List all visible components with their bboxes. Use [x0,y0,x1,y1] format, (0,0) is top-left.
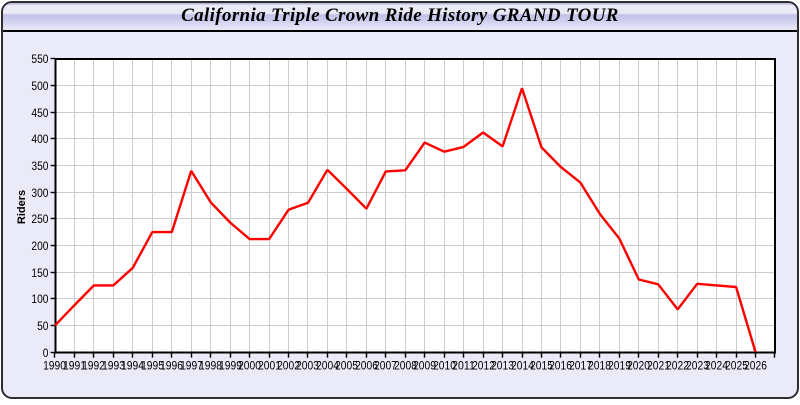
svg-text:2001: 2001 [258,359,281,373]
svg-text:2005: 2005 [335,359,358,373]
svg-text:1995: 1995 [141,359,164,373]
svg-text:1990: 1990 [43,359,66,373]
svg-text:2012: 2012 [472,359,495,373]
svg-text:2016: 2016 [549,359,572,373]
svg-text:1996: 1996 [160,359,183,373]
svg-text:2008: 2008 [394,359,417,373]
svg-text:0: 0 [43,346,49,360]
svg-text:350: 350 [31,159,48,173]
svg-text:2000: 2000 [238,359,261,373]
svg-text:Riders: Riders [16,190,28,224]
svg-text:2003: 2003 [296,359,319,373]
svg-text:2023: 2023 [686,359,709,373]
svg-text:2006: 2006 [355,359,378,373]
svg-text:2013: 2013 [491,359,514,373]
svg-text:400: 400 [31,132,48,146]
svg-text:2002: 2002 [277,359,300,373]
svg-text:100: 100 [31,292,48,306]
svg-text:2011: 2011 [452,359,475,373]
svg-text:2014: 2014 [511,359,534,373]
svg-text:2024: 2024 [705,359,728,373]
svg-text:2009: 2009 [413,359,436,373]
svg-text:250: 250 [31,212,48,226]
svg-text:2017: 2017 [569,359,592,373]
svg-text:2021: 2021 [647,359,670,373]
svg-text:50: 50 [37,319,49,333]
svg-text:2004: 2004 [316,359,339,373]
svg-text:2019: 2019 [608,359,631,373]
svg-text:1992: 1992 [82,359,105,373]
svg-text:2025: 2025 [725,359,748,373]
svg-text:300: 300 [31,186,48,200]
svg-text:150: 150 [31,266,48,280]
svg-text:550: 550 [31,52,48,66]
svg-text:1994: 1994 [121,359,144,373]
svg-text:1993: 1993 [102,359,125,373]
svg-text:2007: 2007 [374,359,397,373]
svg-text:2022: 2022 [666,359,689,373]
svg-text:2015: 2015 [530,359,553,373]
svg-text:2020: 2020 [627,359,650,373]
svg-text:2026: 2026 [744,359,767,373]
svg-text:2010: 2010 [433,359,456,373]
svg-text:1997: 1997 [180,359,203,373]
svg-text:450: 450 [31,106,48,120]
svg-text:1999: 1999 [219,359,242,373]
svg-text:200: 200 [31,239,48,253]
svg-text:500: 500 [31,79,48,93]
svg-text:2018: 2018 [588,359,611,373]
svg-text:1998: 1998 [199,359,222,373]
svg-text:1991: 1991 [63,359,86,373]
